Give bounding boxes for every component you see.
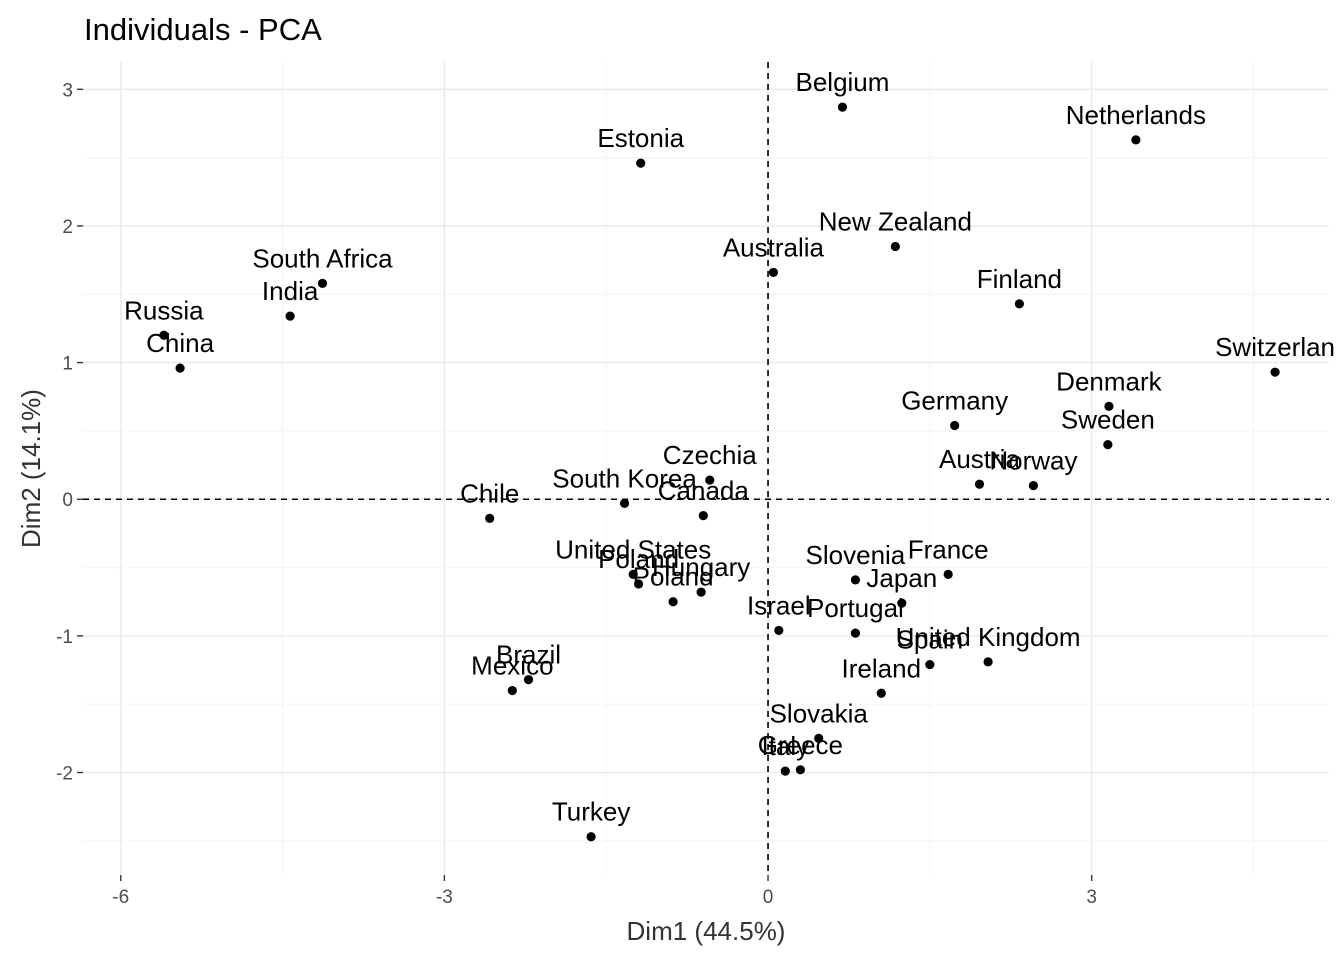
point-label: Sweden bbox=[1061, 405, 1155, 435]
point-label: India bbox=[262, 276, 319, 306]
point-label: South Korea bbox=[552, 463, 697, 493]
data-point bbox=[285, 311, 295, 321]
point-label: China bbox=[146, 328, 214, 358]
point-label: Australia bbox=[723, 232, 825, 262]
data-point bbox=[780, 766, 790, 776]
data-point bbox=[814, 733, 824, 743]
data-point bbox=[943, 569, 953, 579]
point-label: France bbox=[908, 534, 989, 564]
point-label: Belgium bbox=[795, 67, 889, 97]
point-label: United Kingdom bbox=[896, 622, 1081, 652]
point-label: Poland bbox=[598, 544, 679, 574]
point-label: Norway bbox=[989, 446, 1077, 476]
data-point bbox=[1104, 401, 1114, 411]
point-label: Hungary bbox=[652, 552, 750, 582]
data-point bbox=[1270, 367, 1280, 377]
point-label: Denmark bbox=[1056, 366, 1162, 396]
point-label: Spain bbox=[897, 625, 964, 655]
data-point bbox=[983, 657, 993, 667]
point-label: Portugal bbox=[807, 593, 904, 623]
point-label: Switzerlan bbox=[1215, 332, 1335, 362]
x-tick-label: 0 bbox=[763, 887, 774, 908]
data-point bbox=[897, 598, 907, 608]
data-point bbox=[974, 479, 985, 489]
point-label: New Zealand bbox=[819, 206, 972, 236]
y-tick-label: -1 bbox=[56, 627, 73, 648]
point-label: Chile bbox=[460, 478, 519, 508]
data-point bbox=[507, 685, 517, 696]
point-label: Greece bbox=[758, 730, 843, 760]
data-point bbox=[628, 569, 638, 579]
data-point bbox=[850, 575, 861, 585]
data-point bbox=[925, 659, 935, 670]
x-tick-label: 3 bbox=[1086, 887, 1097, 908]
point-label: Brazil bbox=[496, 640, 561, 670]
x-axis-title: Dim1 (44.5%) bbox=[627, 916, 786, 946]
data-point bbox=[523, 675, 534, 685]
data-point bbox=[485, 513, 495, 523]
data-point bbox=[795, 765, 805, 775]
data-point bbox=[633, 579, 644, 589]
data-points bbox=[159, 102, 1280, 842]
data-point bbox=[159, 330, 169, 340]
y-axis-title: Dim2 (14.1%) bbox=[16, 389, 46, 548]
axis-ticks: -6 -3 0 3 -2 -1 0 1 2 3 bbox=[56, 80, 1097, 908]
reference-lines bbox=[83, 62, 1329, 875]
point-label: Slovakia bbox=[770, 698, 869, 728]
data-point bbox=[774, 625, 784, 636]
y-tick-label: 1 bbox=[62, 354, 73, 375]
point-label: Mexico bbox=[471, 651, 553, 681]
data-point bbox=[1028, 480, 1039, 491]
data-point bbox=[1103, 439, 1113, 450]
y-tick-label: -2 bbox=[56, 764, 73, 785]
point-label: Russia bbox=[124, 295, 204, 325]
data-point bbox=[890, 241, 900, 252]
data-point bbox=[837, 102, 848, 112]
y-tick-label: 0 bbox=[62, 490, 73, 511]
point-label: United States bbox=[555, 534, 711, 564]
point-label: Japan bbox=[866, 563, 937, 593]
point-label: Estonia bbox=[597, 123, 684, 153]
x-tick-label: -6 bbox=[112, 887, 129, 908]
data-point bbox=[175, 363, 185, 373]
point-label: South Africa bbox=[252, 243, 393, 273]
data-point bbox=[705, 475, 715, 485]
data-point bbox=[636, 158, 646, 168]
point-label: Czechia bbox=[663, 440, 757, 470]
data-point bbox=[850, 628, 861, 638]
point-label: Finland bbox=[977, 264, 1062, 294]
data-point bbox=[619, 498, 630, 508]
data-point bbox=[950, 420, 960, 431]
point-label: Slovenia bbox=[806, 540, 906, 570]
point-label: Israel bbox=[747, 590, 811, 620]
point-label: Poland bbox=[633, 562, 714, 592]
data-point bbox=[1014, 299, 1024, 309]
data-point bbox=[696, 587, 706, 597]
point-label: Canada bbox=[658, 476, 750, 506]
data-point bbox=[876, 688, 886, 698]
point-label: Germany bbox=[901, 385, 1008, 415]
point-label: Ireland bbox=[842, 653, 922, 683]
y-tick-label: 3 bbox=[62, 80, 73, 101]
data-point bbox=[586, 832, 596, 842]
y-tick-label: 2 bbox=[62, 217, 73, 238]
point-label: Austria bbox=[939, 444, 1020, 474]
point-label: Turkey bbox=[552, 797, 631, 827]
x-tick-label: -3 bbox=[436, 887, 453, 908]
data-point bbox=[698, 511, 708, 521]
point-label: Italy bbox=[761, 731, 809, 761]
data-point bbox=[768, 267, 779, 278]
point-label: Netherlands bbox=[1066, 100, 1206, 130]
data-point bbox=[668, 597, 678, 607]
data-point bbox=[1131, 135, 1141, 145]
data-point bbox=[317, 278, 328, 288]
chart-title: Individuals - PCA bbox=[84, 12, 322, 47]
